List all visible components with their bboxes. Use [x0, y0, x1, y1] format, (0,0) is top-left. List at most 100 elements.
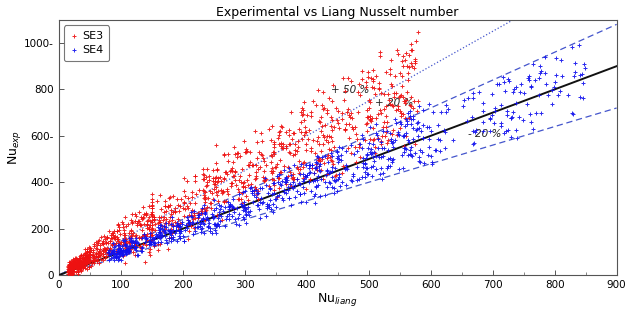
- SE3: [266, 137, 276, 142]
- SE3: [190, 200, 200, 205]
- SE3: [98, 241, 108, 246]
- SE3: [198, 195, 209, 200]
- SE3: [230, 168, 240, 173]
- SE4: [485, 128, 495, 133]
- SE3: [370, 145, 380, 150]
- SE3: [185, 201, 195, 206]
- SE3: [337, 117, 347, 122]
- SE4: [170, 231, 180, 236]
- SE3: [308, 98, 318, 103]
- SE3: [78, 265, 88, 270]
- SE4: [125, 237, 135, 242]
- SE4: [117, 251, 127, 256]
- SE4: [255, 216, 265, 221]
- SE4: [121, 247, 131, 252]
- SE4: [509, 86, 519, 91]
- SE4: [288, 180, 298, 185]
- SE3: [88, 255, 99, 260]
- SE3: [219, 200, 229, 205]
- SE3: [327, 128, 337, 133]
- SE3: [120, 261, 130, 266]
- SE4: [356, 132, 367, 137]
- SE3: [66, 261, 76, 266]
- SE3: [64, 264, 75, 269]
- SE3: [80, 254, 90, 259]
- SE3: [406, 48, 416, 53]
- SE3: [81, 259, 91, 264]
- SE3: [400, 57, 410, 62]
- SE4: [155, 230, 165, 235]
- SE4: [171, 223, 181, 228]
- SE3: [243, 197, 253, 202]
- SE4: [199, 221, 209, 226]
- SE4: [150, 240, 160, 245]
- SE4: [241, 211, 252, 216]
- SE4: [238, 214, 248, 219]
- SE3: [134, 219, 144, 224]
- SE3: [98, 251, 108, 256]
- SE3: [183, 221, 193, 226]
- SE3: [277, 125, 288, 130]
- SE3: [102, 235, 112, 240]
- SE3: [75, 262, 85, 267]
- SE4: [275, 182, 285, 187]
- SE4: [183, 221, 193, 226]
- SE4: [415, 159, 425, 164]
- SE3: [64, 266, 75, 271]
- SE4: [220, 205, 230, 210]
- SE4: [165, 227, 175, 232]
- SE3: [410, 56, 420, 61]
- SE3: [236, 197, 246, 202]
- SE4: [387, 141, 397, 146]
- SE3: [131, 232, 142, 237]
- SE3: [276, 169, 286, 174]
- SE4: [246, 184, 256, 189]
- SE3: [179, 206, 190, 211]
- SE3: [381, 124, 391, 129]
- SE3: [85, 252, 95, 257]
- SE3: [72, 260, 82, 265]
- SE3: [141, 210, 151, 215]
- SE3: [326, 158, 336, 163]
- SE4: [348, 174, 358, 179]
- SE3: [234, 177, 244, 182]
- SE3: [160, 220, 170, 225]
- SE3: [340, 127, 350, 132]
- SE4: [240, 205, 250, 210]
- SE4: [295, 192, 305, 197]
- SE3: [82, 260, 92, 265]
- SE4: [420, 160, 430, 165]
- SE3: [289, 147, 300, 152]
- SE3: [100, 256, 110, 261]
- SE3: [398, 111, 408, 116]
- SE3: [66, 272, 76, 277]
- SE3: [367, 116, 377, 121]
- SE3: [64, 263, 75, 268]
- SE3: [288, 175, 298, 180]
- SE3: [344, 122, 354, 127]
- SE3: [113, 236, 123, 241]
- SE3: [107, 241, 118, 246]
- SE4: [249, 187, 259, 192]
- SE3: [132, 222, 142, 227]
- SE4: [406, 151, 416, 156]
- SE4: [164, 231, 174, 236]
- SE3: [68, 264, 78, 269]
- SE3: [217, 218, 227, 223]
- SE4: [327, 164, 337, 169]
- SE4: [295, 181, 305, 186]
- SE3: [126, 228, 136, 233]
- SE3: [107, 242, 117, 247]
- SE4: [281, 175, 291, 180]
- SE4: [196, 230, 206, 235]
- SE4: [515, 89, 525, 94]
- SE4: [329, 177, 339, 182]
- SE4: [570, 69, 580, 74]
- SE3: [365, 114, 375, 119]
- SE4: [106, 251, 116, 256]
- SE4: [401, 116, 411, 121]
- SE3: [247, 163, 257, 168]
- SE4: [136, 249, 146, 254]
- SE3: [66, 264, 76, 269]
- SE3: [187, 213, 197, 218]
